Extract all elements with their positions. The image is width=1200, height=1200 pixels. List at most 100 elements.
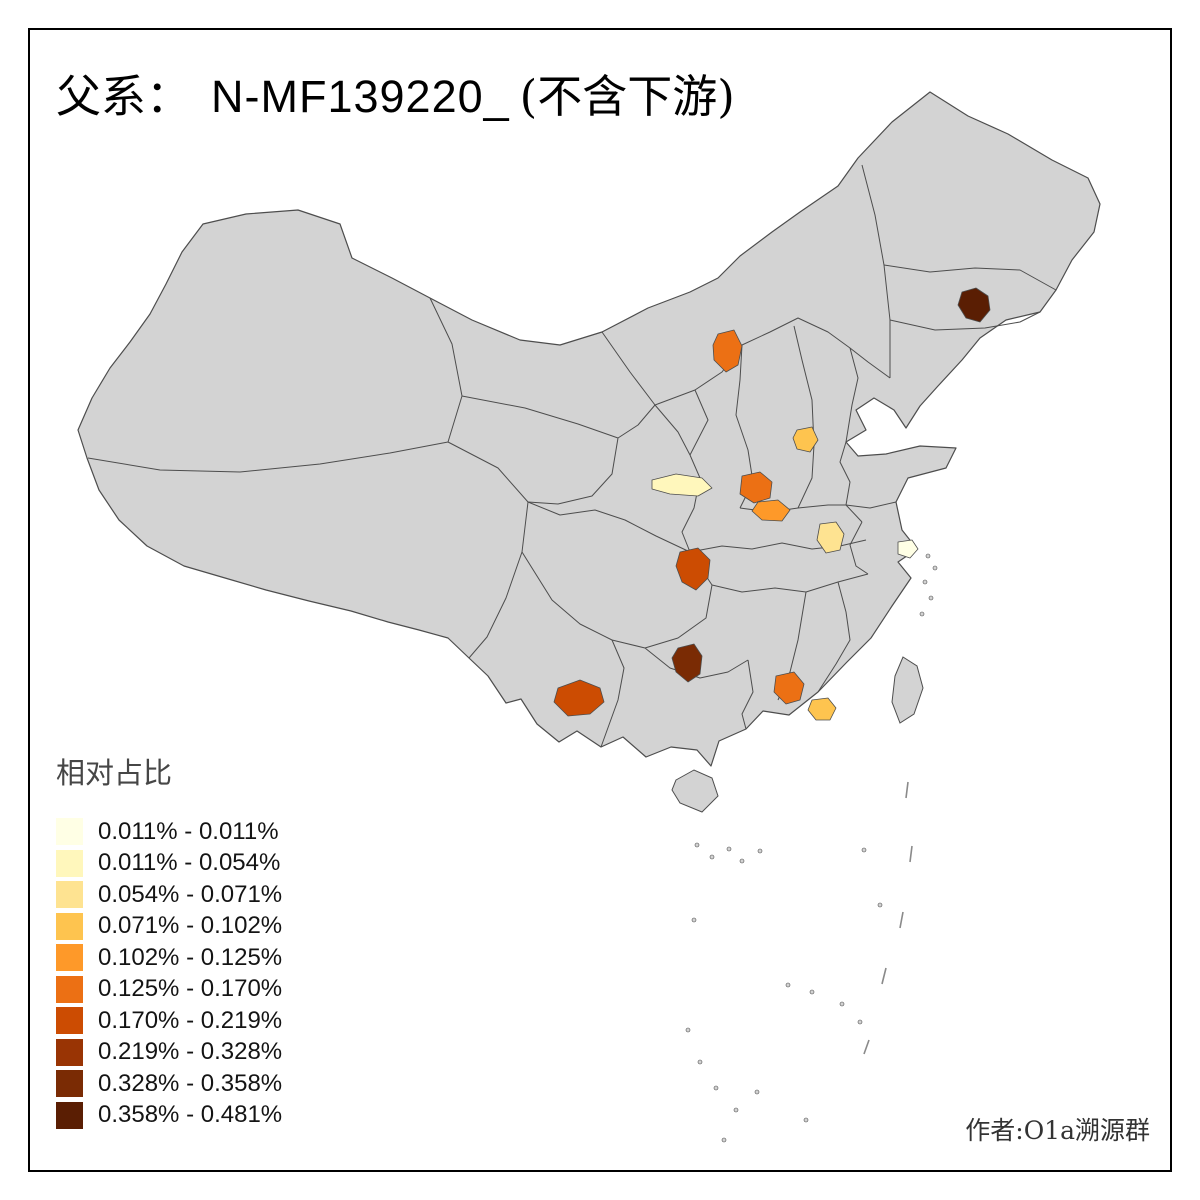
highlight-region-13 <box>807 697 837 721</box>
province-border <box>889 311 1041 331</box>
province-border <box>845 501 897 509</box>
sea-islands <box>685 553 938 1143</box>
legend-swatch <box>56 944 83 972</box>
province-border <box>461 395 619 439</box>
island-speck <box>861 847 867 853</box>
island-speck <box>809 989 815 995</box>
island-speck <box>757 848 763 854</box>
island-speck <box>685 1027 691 1033</box>
province-border <box>87 441 449 473</box>
sea-boundary-dash <box>909 845 913 863</box>
legend-title: 相对占比 <box>56 756 173 790</box>
island-speck <box>694 842 700 848</box>
china-landmass <box>77 91 1101 767</box>
legend-swatch <box>56 1038 83 1066</box>
legend-label: 0.358% - 0.481% <box>98 1101 283 1129</box>
island-speck <box>726 846 732 852</box>
highlight-region-7 <box>816 521 845 554</box>
legend-swatch <box>56 975 83 1003</box>
province-border <box>617 404 656 439</box>
province-border <box>883 264 1057 291</box>
legend-row: 0.071% - 0.102% <box>56 911 282 943</box>
highlight-region-5 <box>739 471 773 504</box>
legend-row: 0.125% - 0.170% <box>56 974 282 1006</box>
highlight-region-4 <box>651 473 713 497</box>
province-border <box>793 325 815 509</box>
legend-label: 0.071% - 0.102% <box>98 912 283 940</box>
highlight-region-3 <box>792 426 819 453</box>
legend-swatch <box>56 1101 83 1129</box>
legend-row: 0.054% - 0.071% <box>56 879 282 911</box>
sea-boundary-dash <box>899 911 904 929</box>
province-border <box>845 347 859 443</box>
legend-label: 0.328% - 0.358% <box>98 1069 283 1097</box>
legend-label: 0.102% - 0.125% <box>98 943 283 971</box>
legend-swatch <box>56 881 83 909</box>
highlight-region-2 <box>712 329 743 373</box>
province-border <box>839 441 863 523</box>
sea-boundary-dash <box>863 1039 870 1055</box>
province-border <box>644 647 749 679</box>
island-speck <box>932 565 938 571</box>
province-border <box>711 573 869 593</box>
legend-row: 0.102% - 0.125% <box>56 942 282 974</box>
province-borders <box>87 164 1057 748</box>
legend-row: 0.219% - 0.328% <box>56 1037 282 1069</box>
legend-label: 0.219% - 0.328% <box>98 1038 283 1066</box>
island-speck <box>739 858 745 864</box>
highlight-region-6 <box>751 499 791 522</box>
province-border <box>527 437 619 505</box>
island-speck <box>785 982 791 988</box>
sea-boundary-dash <box>881 967 887 985</box>
island-speck <box>877 902 883 908</box>
hainan-island <box>671 769 719 813</box>
province-border <box>741 659 754 730</box>
legend-label: 0.011% - 0.054% <box>98 849 281 877</box>
island-speck <box>713 1085 719 1091</box>
taiwan-island <box>891 656 924 724</box>
legend-swatch <box>56 1007 83 1035</box>
title-prefix: 父系： <box>56 70 192 123</box>
legend-row: 0.011% - 0.054% <box>56 848 282 880</box>
highlight-region-1 <box>957 287 991 323</box>
island-speck <box>733 1107 739 1113</box>
island-speck <box>919 611 925 617</box>
legend-row: 0.358% - 0.481% <box>56 1100 282 1132</box>
legend-swatch <box>56 849 83 877</box>
island-speck <box>925 553 931 559</box>
title-lineage: N-MF139220_ <box>211 71 510 122</box>
island-speck <box>803 1117 809 1123</box>
island-speck <box>691 917 697 923</box>
province-border <box>429 297 463 443</box>
page-title: 父系： N-MF139220_ (不含下游) <box>56 60 735 125</box>
island-speck <box>697 1059 703 1065</box>
attribution: 作者:O1a溯源群 <box>965 1116 1150 1145</box>
highlight-region-10 <box>671 643 703 683</box>
legend: 相对占比 0.011% - 0.011% 0.011% - 0.054% 0.0… <box>56 750 282 1131</box>
highlight-region-9 <box>675 547 711 591</box>
legend-label: 0.054% - 0.071% <box>98 880 283 908</box>
province-border <box>817 581 851 693</box>
island-speck <box>754 1089 760 1095</box>
legend-swatch <box>56 912 83 940</box>
province-border <box>849 521 869 575</box>
island-speck <box>839 1001 845 1007</box>
island-speck <box>922 579 928 585</box>
sea-boundary-dash <box>905 781 909 799</box>
legend-label: 0.011% - 0.011% <box>98 817 279 845</box>
legend-label: 0.170% - 0.219% <box>98 1006 283 1034</box>
island-speck <box>709 854 715 860</box>
legend-row: 0.011% - 0.011% <box>56 816 282 848</box>
island-speck <box>928 595 934 601</box>
island-speck <box>857 1019 863 1025</box>
island-speck <box>721 1137 727 1143</box>
province-border <box>681 454 701 553</box>
highlight-region-11 <box>553 679 605 717</box>
legend-swatch <box>56 818 83 846</box>
legend-row: 0.170% - 0.219% <box>56 1005 282 1037</box>
title-suffix: (不含下游) <box>519 70 735 123</box>
province-border <box>600 639 625 748</box>
legend-swatch <box>56 1070 83 1098</box>
